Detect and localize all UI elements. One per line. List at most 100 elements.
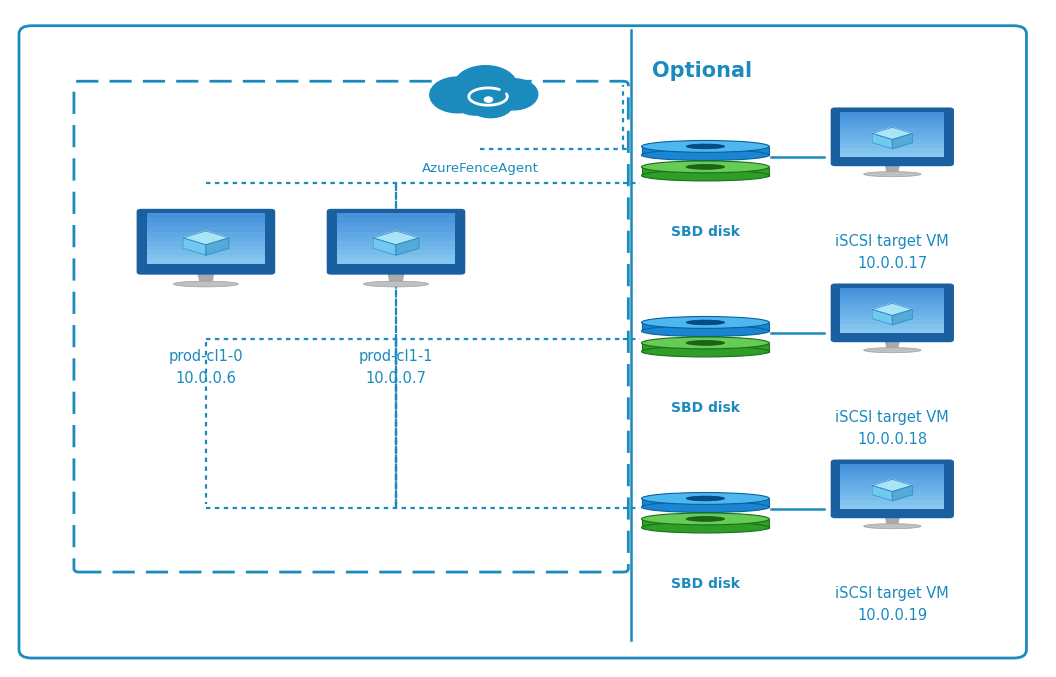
Ellipse shape — [686, 517, 724, 521]
Ellipse shape — [363, 281, 429, 287]
Polygon shape — [373, 238, 396, 255]
Bar — [841, 509, 944, 512]
Polygon shape — [872, 309, 892, 325]
Bar — [337, 245, 455, 250]
Bar — [147, 222, 265, 227]
Ellipse shape — [642, 522, 769, 533]
Text: SBD disk: SBD disk — [671, 225, 740, 239]
FancyBboxPatch shape — [136, 209, 276, 275]
Circle shape — [489, 79, 538, 110]
Bar — [841, 120, 944, 125]
Bar — [841, 472, 944, 477]
Ellipse shape — [642, 346, 769, 357]
Bar — [841, 333, 944, 336]
Bar — [841, 148, 944, 152]
Bar — [841, 324, 944, 328]
Bar — [337, 227, 455, 232]
Bar — [147, 245, 265, 250]
FancyBboxPatch shape — [831, 460, 954, 519]
Bar — [642, 519, 769, 527]
Ellipse shape — [686, 341, 724, 345]
Polygon shape — [872, 303, 912, 315]
Polygon shape — [183, 231, 229, 245]
Text: iSCSI target VM: iSCSI target VM — [835, 586, 949, 600]
Bar — [841, 328, 944, 332]
Bar — [841, 152, 944, 156]
Bar — [337, 213, 455, 219]
Bar — [841, 320, 944, 324]
Bar — [147, 232, 265, 236]
Bar — [841, 112, 944, 116]
Bar — [642, 322, 769, 331]
Circle shape — [430, 77, 486, 113]
Ellipse shape — [642, 513, 769, 525]
Bar — [147, 263, 265, 269]
Text: SBD disk: SBD disk — [671, 401, 740, 415]
Bar — [147, 250, 265, 255]
Bar — [337, 236, 455, 241]
Text: AzureFenceAgent: AzureFenceAgent — [422, 162, 539, 175]
Polygon shape — [892, 309, 912, 325]
Bar — [841, 332, 944, 336]
Bar — [841, 116, 944, 121]
Polygon shape — [872, 479, 912, 492]
Text: 10.0.0.7: 10.0.0.7 — [365, 371, 427, 386]
Circle shape — [454, 66, 517, 106]
Bar — [841, 303, 944, 308]
Ellipse shape — [642, 326, 769, 336]
Bar — [642, 167, 769, 175]
FancyBboxPatch shape — [326, 209, 466, 275]
Ellipse shape — [686, 341, 724, 345]
Bar — [337, 265, 455, 269]
Ellipse shape — [173, 281, 239, 287]
Polygon shape — [885, 339, 900, 349]
Ellipse shape — [642, 150, 769, 160]
Polygon shape — [872, 127, 912, 139]
Polygon shape — [388, 272, 404, 282]
Ellipse shape — [642, 492, 769, 504]
Text: iSCSI target VM: iSCSI target VM — [835, 234, 949, 248]
Bar — [147, 227, 265, 232]
Bar — [841, 504, 944, 508]
Bar — [642, 146, 769, 155]
Polygon shape — [183, 238, 206, 255]
Bar — [841, 492, 944, 496]
Bar — [841, 127, 944, 132]
Text: 10.0.0.18: 10.0.0.18 — [857, 432, 927, 447]
Ellipse shape — [686, 165, 724, 169]
Bar — [841, 144, 944, 148]
Bar — [841, 307, 944, 312]
Bar — [841, 315, 944, 320]
Bar — [841, 292, 944, 297]
Bar — [642, 498, 769, 507]
Bar — [841, 311, 944, 316]
Bar — [841, 135, 944, 140]
Text: 10.0.0.19: 10.0.0.19 — [857, 608, 927, 623]
Ellipse shape — [686, 165, 724, 169]
Polygon shape — [872, 485, 892, 501]
Ellipse shape — [686, 144, 724, 149]
Polygon shape — [885, 516, 900, 525]
Ellipse shape — [642, 502, 769, 512]
Polygon shape — [885, 163, 900, 173]
Bar — [337, 222, 455, 227]
Ellipse shape — [642, 337, 769, 349]
Polygon shape — [197, 272, 214, 282]
Bar — [337, 240, 455, 246]
Circle shape — [468, 89, 513, 118]
Bar — [337, 218, 455, 223]
Polygon shape — [892, 133, 912, 149]
Text: 10.0.0.17: 10.0.0.17 — [857, 256, 927, 271]
Ellipse shape — [642, 161, 769, 173]
Ellipse shape — [686, 517, 724, 521]
Bar — [841, 157, 944, 160]
Ellipse shape — [686, 496, 724, 501]
Bar — [841, 124, 944, 129]
Bar — [841, 468, 944, 473]
Polygon shape — [373, 231, 419, 245]
Bar — [147, 213, 265, 219]
Ellipse shape — [686, 320, 724, 325]
Polygon shape — [206, 238, 229, 255]
Text: prod-cl1-1: prod-cl1-1 — [359, 349, 433, 364]
Bar — [841, 139, 944, 144]
